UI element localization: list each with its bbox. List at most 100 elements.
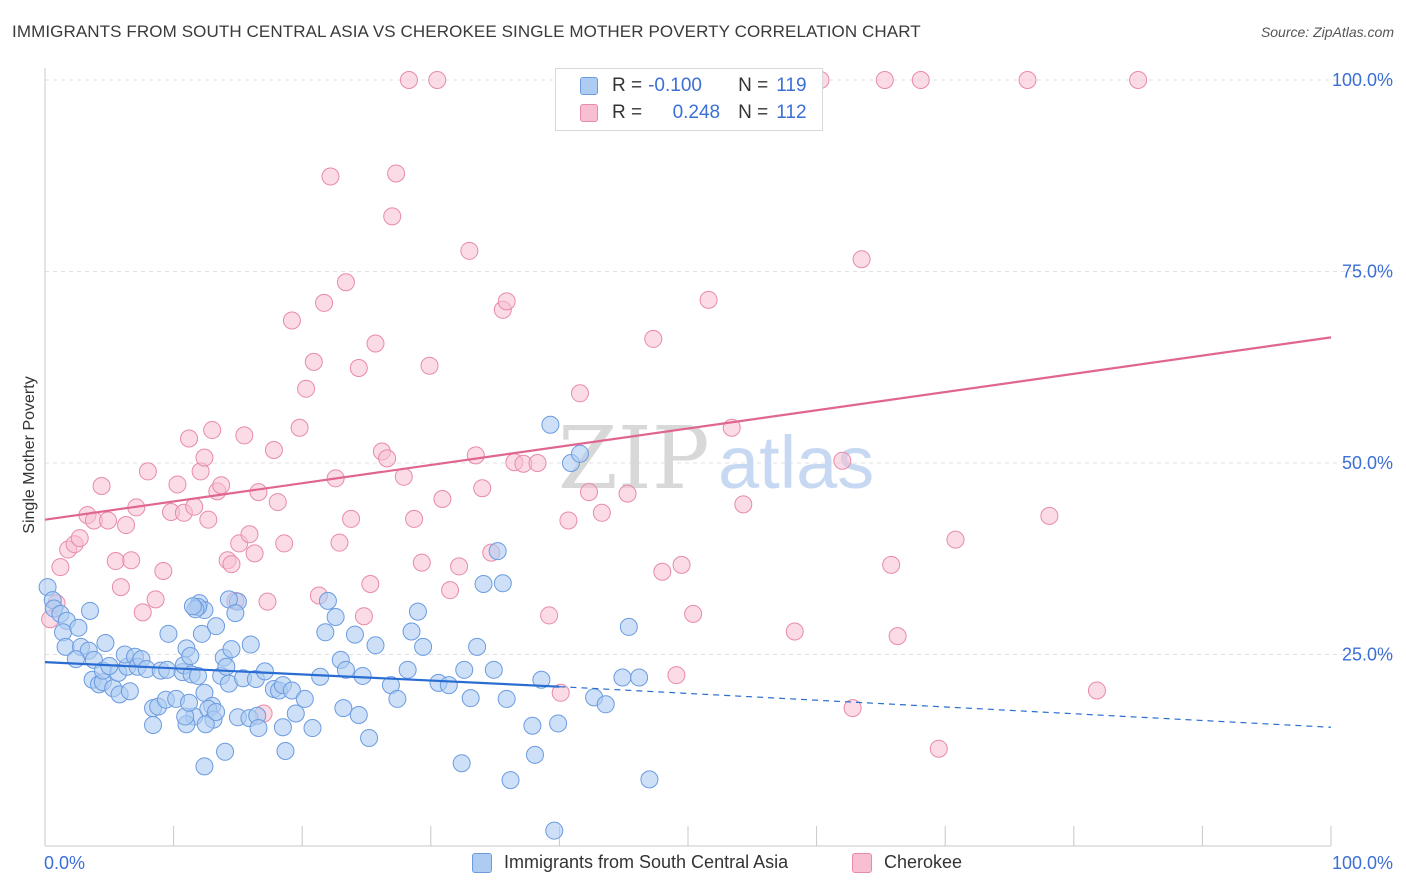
cherokee-point	[644, 329, 663, 348]
y-tick-label: 25.0%	[1342, 645, 1393, 665]
immigrants-point	[195, 757, 214, 776]
cherokee-point	[888, 627, 907, 646]
cherokee-point	[354, 607, 373, 626]
legend-r-label: R =	[612, 75, 643, 96]
immigrants-point	[613, 668, 632, 687]
cherokee-point	[138, 462, 157, 481]
cherokee-point	[264, 440, 283, 459]
cherokee-point	[1087, 681, 1106, 700]
cherokee-point	[399, 71, 418, 89]
cherokee-point	[699, 290, 718, 309]
immigrants-point	[241, 635, 260, 654]
cherokee-point	[349, 359, 368, 378]
legend-r-value: 0.248	[672, 102, 721, 123]
y-tick-label: 50.0%	[1342, 453, 1393, 473]
cherokee-point	[1040, 506, 1059, 525]
immigrants-point	[217, 657, 236, 676]
immigrants-point	[189, 666, 208, 685]
immigrants-point	[461, 689, 480, 708]
immigrants-point	[316, 623, 335, 642]
immigrants-point	[402, 622, 421, 641]
cherokee-point	[330, 533, 349, 552]
cherokee-point	[51, 558, 70, 577]
legend-r-label: R =	[612, 102, 643, 123]
immigrants-point	[282, 681, 301, 700]
bottom-legend-swatch-pink	[852, 852, 872, 873]
cherokee-point	[154, 562, 173, 581]
cherokee-point	[473, 479, 492, 498]
cherokee-point	[441, 581, 460, 600]
legend-swatch-pink	[580, 104, 598, 122]
chart-title: IMMIGRANTS FROM SOUTH CENTRAL ASIA VS CH…	[12, 22, 921, 41]
immigrants-point	[311, 667, 330, 686]
legend-n-label: N =	[738, 75, 769, 96]
cherokee-point	[383, 207, 402, 226]
cherokee-point	[122, 551, 141, 570]
cherokee-point	[929, 739, 948, 758]
tick-labels: 25.0% 50.0% 75.0% 100.0% 0.0% 100.0%	[44, 70, 1393, 873]
cherokee-point	[570, 384, 589, 403]
immigrants-point	[398, 660, 417, 679]
cherokee-point	[592, 503, 611, 522]
cherokee-point	[852, 250, 871, 269]
cherokee-point	[528, 454, 547, 472]
cherokee-point	[378, 449, 397, 468]
immigrants-point	[497, 689, 516, 708]
immigrants-point	[532, 670, 551, 689]
cherokee-point	[268, 493, 287, 512]
immigrants-point	[207, 702, 226, 721]
immigrants-points	[38, 415, 659, 840]
cherokee-point	[672, 555, 691, 574]
immigrants-point	[488, 542, 507, 561]
y-tick-label: 75.0%	[1342, 262, 1393, 282]
immigrants-point	[303, 719, 322, 738]
cherokee-point	[168, 475, 187, 494]
immigrants-point	[249, 719, 268, 738]
cherokee-point	[579, 483, 598, 502]
immigrants-point	[630, 668, 649, 687]
cherokee-point	[240, 525, 259, 544]
immigrants-point	[549, 714, 568, 733]
immigrants-point	[159, 624, 178, 643]
immigrants-trend-extension	[559, 686, 1332, 728]
immigrants-point	[326, 607, 345, 626]
immigrants-point	[345, 625, 364, 644]
cherokee-point	[843, 699, 862, 718]
cherokee-point	[249, 483, 268, 502]
cherokee-point	[450, 557, 469, 576]
immigrants-point	[619, 617, 638, 636]
cherokee-trend-line	[44, 336, 1332, 521]
immigrants-point	[334, 699, 353, 718]
immigrants-point	[452, 754, 471, 773]
immigrants-point	[484, 660, 503, 679]
legend-row-pink: R = 0.248 N = 112	[580, 101, 807, 125]
immigrants-point	[525, 745, 544, 764]
legend-r-value: -0.100	[648, 75, 702, 96]
immigrants-point	[545, 821, 564, 840]
immigrants-point	[366, 636, 385, 655]
immigrants-point	[226, 604, 245, 623]
cherokee-point	[667, 666, 686, 685]
bottom-legend-label-blue: Immigrants from South Central Asia	[504, 852, 789, 872]
cherokee-point	[342, 509, 361, 528]
cherokee-point	[412, 553, 431, 572]
immigrants-point	[216, 742, 235, 761]
immigrants-point	[222, 640, 241, 659]
immigrants-point	[273, 718, 292, 737]
cherokee-point	[540, 606, 559, 625]
immigrants-point	[207, 617, 226, 636]
correlation-legend: R = -0.100 N = 119 R = 0.248 N = 112	[555, 68, 823, 131]
cherokee-point	[117, 516, 136, 535]
cherokee-point	[497, 292, 516, 311]
immigrants-trend-line	[44, 661, 560, 688]
cherokee-point	[361, 575, 380, 594]
y-tick-label: 100.0%	[1332, 70, 1393, 90]
immigrants-point	[474, 575, 493, 594]
cherokee-point	[833, 451, 852, 470]
legend-row-blue: R = -0.100 N = 119	[580, 74, 807, 98]
immigrants-point	[196, 715, 215, 734]
immigrants-point	[181, 647, 200, 666]
bottom-legend-pink: Cherokee	[852, 852, 962, 873]
cherokee-point	[235, 426, 254, 445]
